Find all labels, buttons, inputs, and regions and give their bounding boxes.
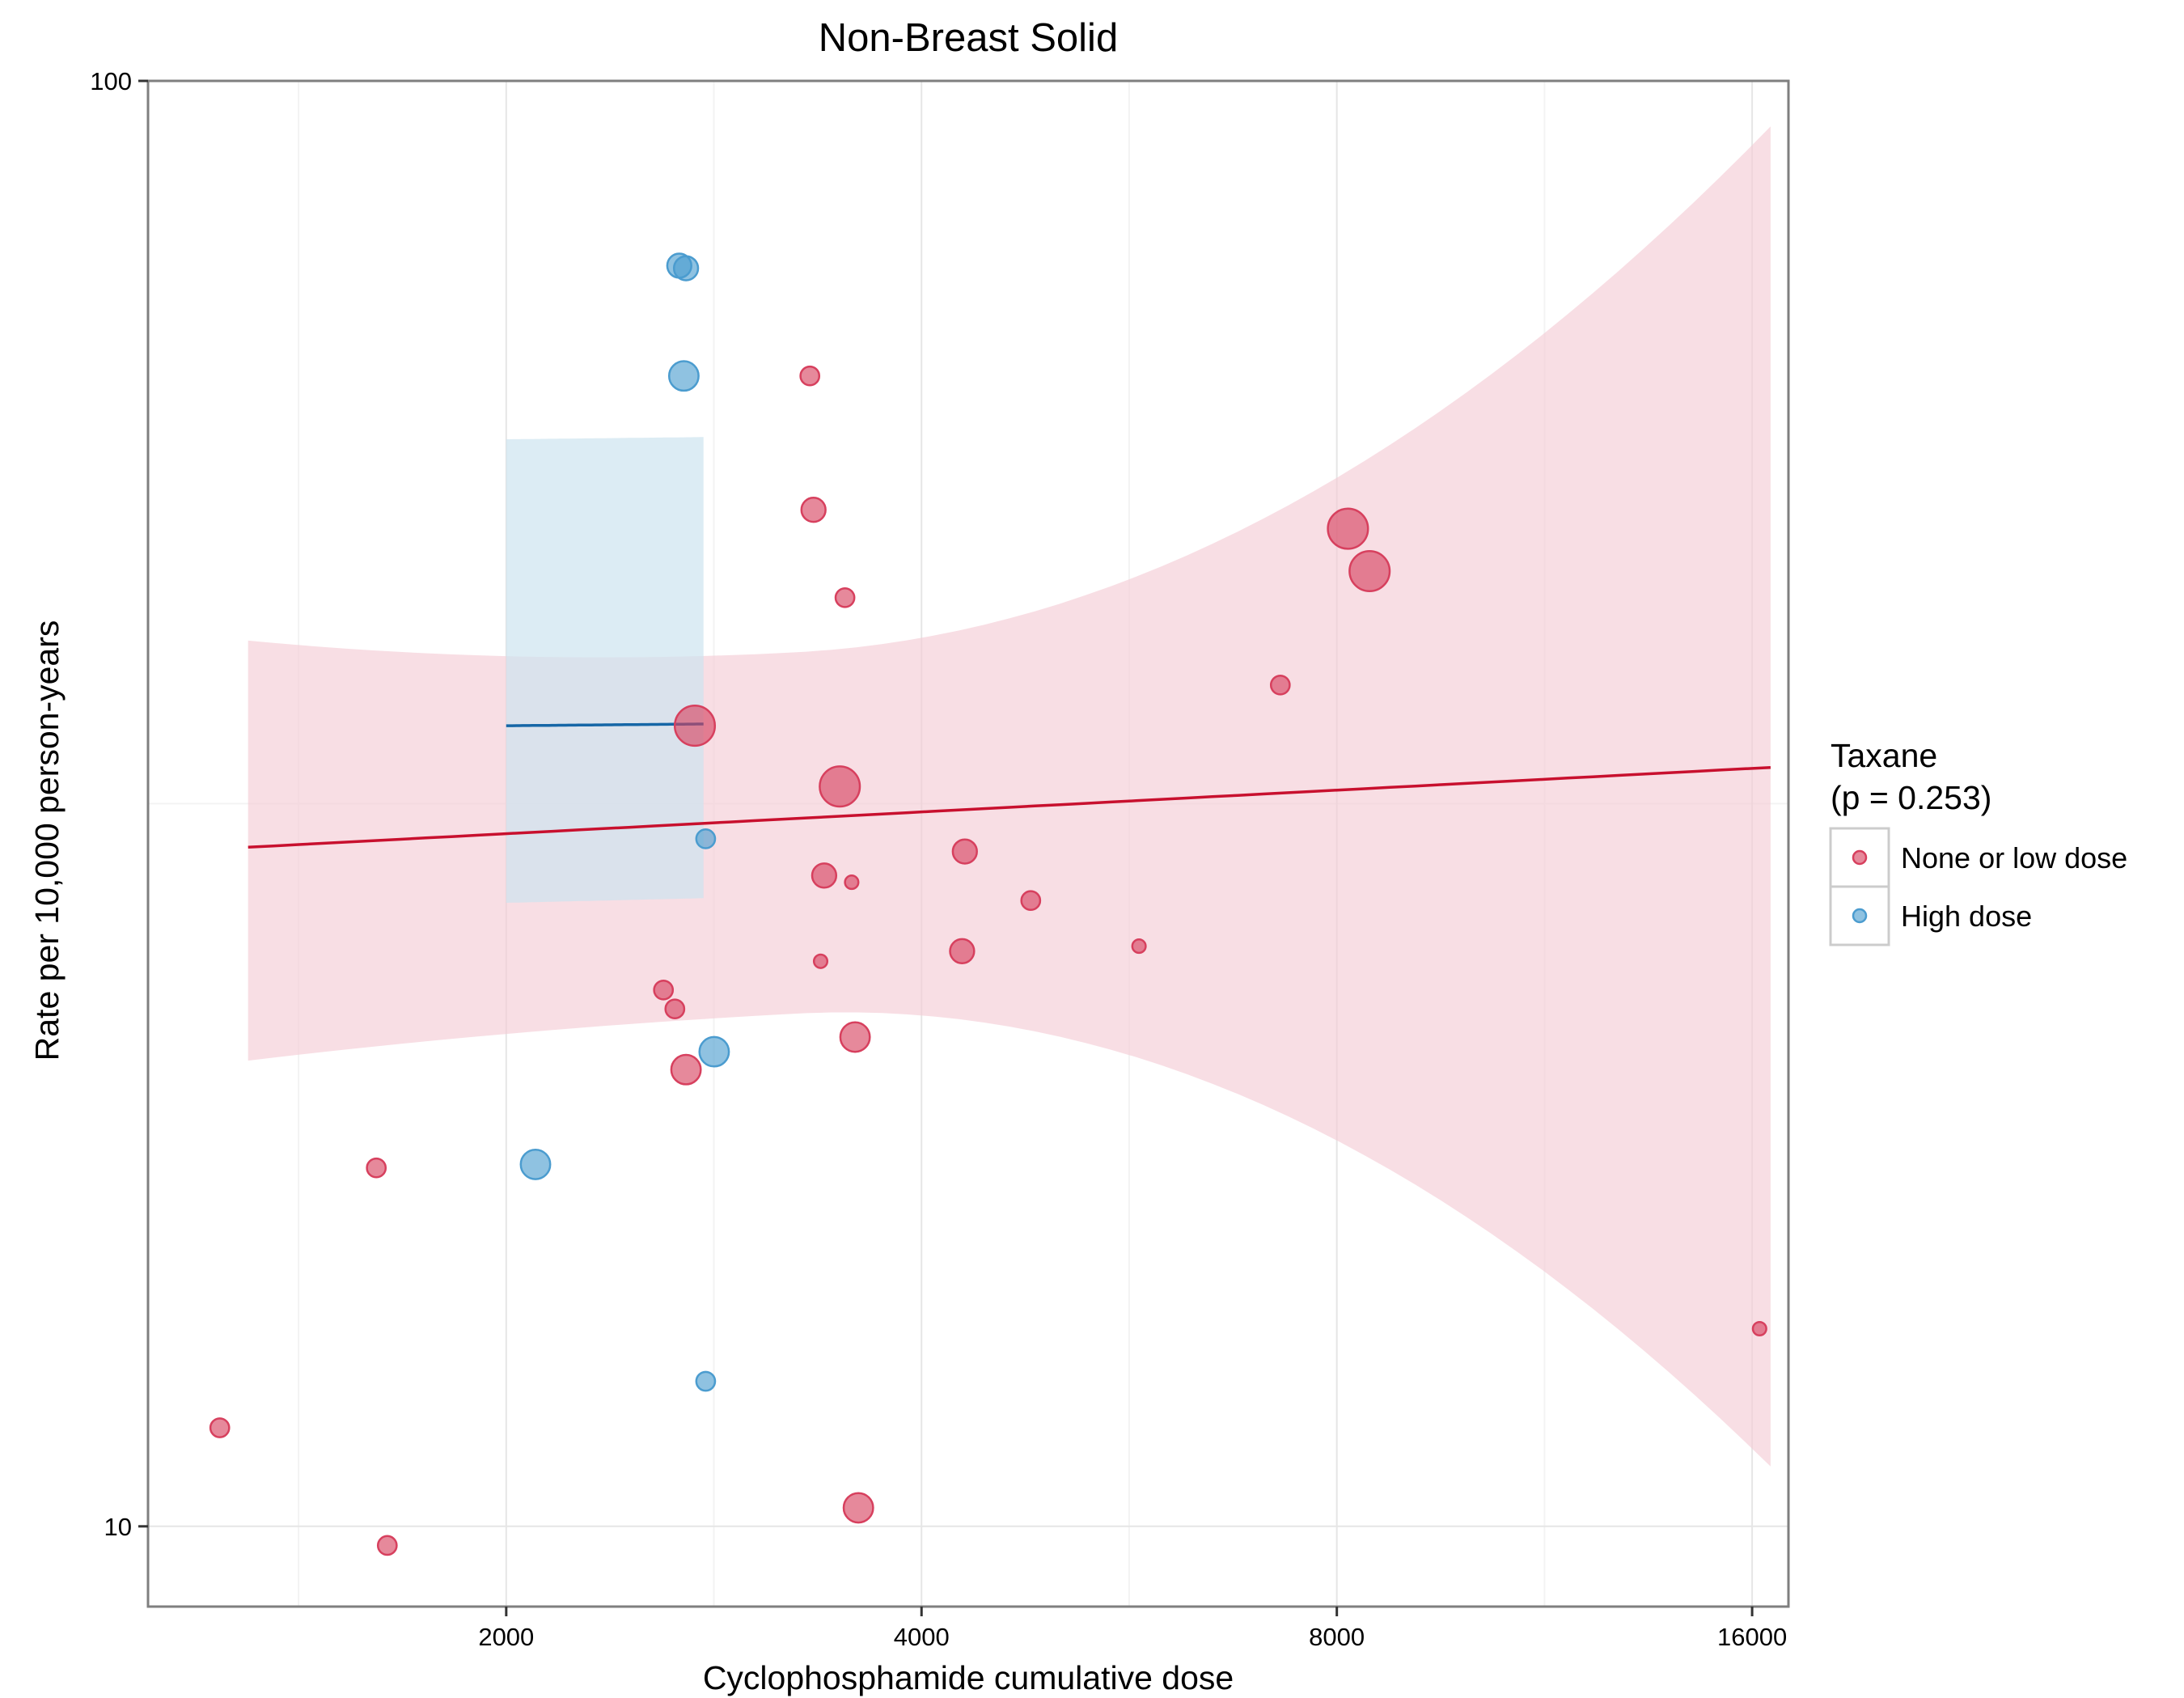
data-point-none-or-low	[653, 979, 675, 1001]
data-point-none-or-low	[812, 953, 829, 969]
chart-title: Non-Breast Solid	[819, 16, 1118, 60]
data-point-none-or-low	[799, 365, 821, 387]
data-point-none-or-low	[1751, 1320, 1767, 1337]
data-point-none-or-low	[664, 998, 686, 1020]
confidence-band-none-or-low	[248, 126, 1771, 1467]
data-point-none-or-low	[1269, 674, 1291, 696]
x-tick-label: 4000	[894, 1623, 950, 1651]
x-axis-title: Cyclophosphamide cumulative dose	[703, 1659, 1234, 1696]
y-axis-title: Rate per 10,000 person-years	[28, 620, 66, 1061]
y-tick-label: 10	[104, 1513, 132, 1541]
data-point-high	[519, 1148, 552, 1180]
legend-title: Taxane	[1831, 737, 1937, 774]
confidence-band-high	[506, 437, 704, 903]
data-point-none-or-low	[376, 1535, 398, 1556]
data-point-none-or-low	[1348, 549, 1391, 593]
data-point-none-or-low	[834, 586, 856, 608]
data-point-high	[667, 360, 700, 392]
data-point-none-or-low	[366, 1157, 387, 1179]
data-point-none-or-low	[1327, 507, 1369, 550]
plot-border	[146, 79, 1790, 1608]
legend-subtitle: (p = 0.253)	[1831, 779, 1991, 816]
data-point-none-or-low	[844, 874, 860, 891]
legend-swatch-high	[1852, 908, 1868, 924]
data-point-none-or-low	[209, 1417, 231, 1438]
data-point-none-or-low	[1131, 938, 1147, 955]
data-point-none-or-low	[673, 705, 717, 747]
fit-line-none-or-low	[248, 765, 1771, 849]
x-tick-label: 16000	[1717, 1623, 1787, 1651]
data-point-none-or-low	[842, 1492, 874, 1524]
data-point-high	[695, 828, 717, 849]
data-point-none-or-low	[670, 1053, 702, 1086]
x-tick-label: 8000	[1309, 1623, 1365, 1651]
plot-area: 2000 4000 8000 16000 10 100	[90, 67, 1790, 1651]
data-point-high	[672, 255, 700, 282]
legend-swatch-none-or-low	[1852, 849, 1868, 866]
fit-line-high	[506, 722, 704, 727]
x-tick-label: 2000	[478, 1623, 534, 1651]
data-point-none-or-low	[819, 765, 861, 808]
data-point-none-or-low	[839, 1021, 871, 1053]
legend-label-high: High dose	[1901, 900, 2032, 933]
data-point-high	[695, 1370, 717, 1392]
y-tick-label: 100	[90, 67, 132, 95]
data-point-none-or-low	[949, 938, 976, 964]
data-point-none-or-low	[811, 862, 838, 889]
legend: Taxane (p = 0.253) None or low dose High…	[1829, 737, 2127, 946]
legend-label-none-or-low: None or low dose	[1901, 841, 2127, 874]
data-point-high	[698, 1035, 730, 1068]
data-point-none-or-low	[951, 838, 978, 865]
data-point-none-or-low	[1020, 890, 1042, 912]
data-point-none-or-low	[800, 497, 827, 523]
